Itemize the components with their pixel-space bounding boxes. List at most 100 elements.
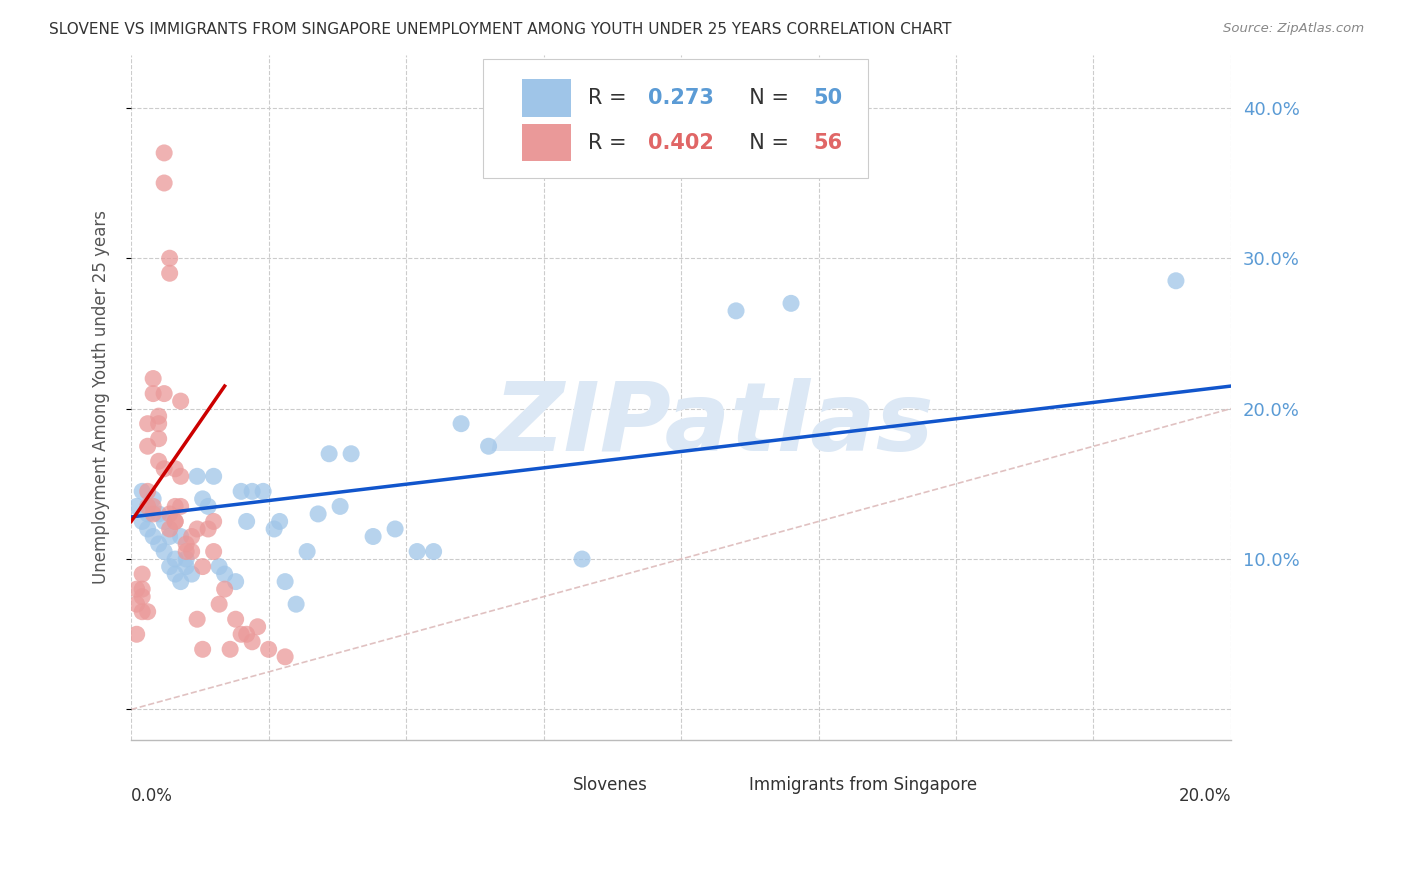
Point bbox=[165, 567, 187, 582]
Point bbox=[235, 515, 257, 529]
Point bbox=[142, 529, 165, 543]
Point bbox=[131, 605, 153, 619]
Point bbox=[214, 582, 236, 596]
Point bbox=[361, 529, 384, 543]
Point bbox=[174, 559, 197, 574]
Point bbox=[186, 522, 208, 536]
Point bbox=[169, 394, 191, 409]
Point bbox=[274, 574, 297, 589]
Point bbox=[257, 642, 280, 657]
Point bbox=[153, 515, 176, 529]
FancyBboxPatch shape bbox=[703, 772, 740, 797]
Point bbox=[225, 612, 247, 626]
Point bbox=[191, 559, 214, 574]
Point bbox=[180, 544, 202, 558]
Point bbox=[329, 500, 352, 514]
Point bbox=[131, 567, 153, 582]
Point bbox=[214, 567, 236, 582]
Point bbox=[165, 515, 187, 529]
Point bbox=[269, 515, 291, 529]
FancyBboxPatch shape bbox=[522, 79, 571, 117]
Point bbox=[125, 500, 148, 514]
Point bbox=[136, 522, 159, 536]
Y-axis label: Unemployment Among Youth under 25 years: Unemployment Among Youth under 25 years bbox=[93, 211, 110, 584]
Point bbox=[148, 417, 170, 431]
Point bbox=[153, 462, 176, 476]
Point bbox=[252, 484, 274, 499]
Point bbox=[148, 454, 170, 468]
Point bbox=[142, 500, 165, 514]
Point bbox=[384, 522, 406, 536]
Text: 0.402: 0.402 bbox=[648, 133, 714, 153]
Point bbox=[180, 529, 202, 543]
Point bbox=[148, 537, 170, 551]
Point bbox=[159, 266, 181, 280]
FancyBboxPatch shape bbox=[527, 772, 564, 797]
Text: Immigrants from Singapore: Immigrants from Singapore bbox=[749, 776, 977, 794]
Text: Slovenes: Slovenes bbox=[574, 776, 648, 794]
Point bbox=[142, 491, 165, 506]
Point bbox=[1164, 274, 1187, 288]
Point bbox=[191, 491, 214, 506]
Text: R =: R = bbox=[588, 88, 633, 108]
Point bbox=[159, 251, 181, 265]
Point bbox=[165, 552, 187, 566]
Point bbox=[131, 515, 153, 529]
Point bbox=[406, 544, 429, 558]
Point bbox=[202, 469, 225, 483]
Point bbox=[478, 439, 501, 453]
Point bbox=[153, 386, 176, 401]
Point bbox=[159, 507, 181, 521]
Point bbox=[231, 627, 253, 641]
Point bbox=[169, 574, 191, 589]
Point bbox=[125, 582, 148, 596]
Point bbox=[142, 371, 165, 385]
Point bbox=[197, 522, 219, 536]
Text: Source: ZipAtlas.com: Source: ZipAtlas.com bbox=[1223, 22, 1364, 36]
Point bbox=[307, 507, 329, 521]
Point bbox=[136, 439, 159, 453]
Point bbox=[197, 500, 219, 514]
Point bbox=[295, 544, 318, 558]
FancyBboxPatch shape bbox=[522, 124, 571, 161]
FancyBboxPatch shape bbox=[484, 59, 868, 178]
Point bbox=[219, 642, 242, 657]
Point bbox=[186, 612, 208, 626]
Text: ZIPatlas: ZIPatlas bbox=[494, 378, 935, 471]
Point bbox=[159, 522, 181, 536]
Point bbox=[169, 469, 191, 483]
Point bbox=[180, 567, 202, 582]
Point bbox=[142, 386, 165, 401]
Point bbox=[571, 552, 593, 566]
Point bbox=[240, 634, 263, 648]
Point bbox=[159, 529, 181, 543]
Point bbox=[169, 529, 191, 543]
Point bbox=[174, 552, 197, 566]
Point bbox=[780, 296, 803, 310]
Point bbox=[318, 447, 340, 461]
Point bbox=[240, 484, 263, 499]
Point bbox=[136, 605, 159, 619]
Text: 56: 56 bbox=[813, 133, 842, 153]
Point bbox=[231, 484, 253, 499]
Point bbox=[125, 627, 148, 641]
Point bbox=[153, 145, 176, 160]
Point bbox=[263, 522, 285, 536]
Point bbox=[285, 597, 308, 611]
Point bbox=[136, 500, 159, 514]
Point bbox=[153, 544, 176, 558]
Point bbox=[202, 544, 225, 558]
Point bbox=[148, 432, 170, 446]
Text: N =: N = bbox=[735, 133, 796, 153]
Point bbox=[131, 582, 153, 596]
Point bbox=[208, 597, 231, 611]
Point bbox=[724, 303, 747, 318]
Point bbox=[165, 500, 187, 514]
Point bbox=[174, 537, 197, 551]
Text: 0.273: 0.273 bbox=[648, 88, 714, 108]
Point bbox=[165, 515, 187, 529]
Point bbox=[246, 620, 269, 634]
Point bbox=[191, 642, 214, 657]
Point bbox=[136, 484, 159, 499]
Point bbox=[225, 574, 247, 589]
